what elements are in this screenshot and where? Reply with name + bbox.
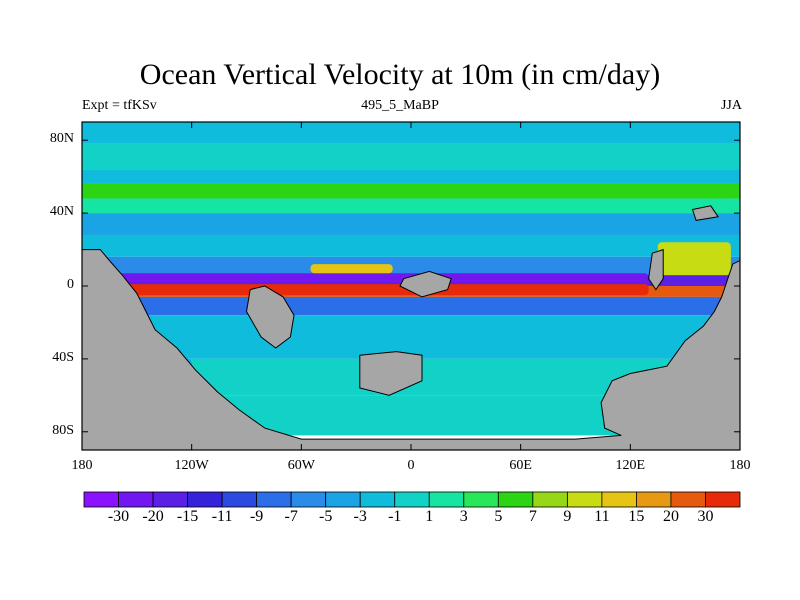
colorbar-label-14: 11 — [594, 508, 610, 525]
land-mass-5 — [691, 205, 719, 221]
velocity-band-0 — [82, 122, 740, 144]
colorbar-box-11 — [463, 491, 499, 508]
colorbar-box-7 — [325, 491, 361, 508]
run-label: 495_5_MaBP — [361, 98, 439, 113]
y-tick-label-4: 80S — [52, 422, 74, 438]
colorbar-box-17 — [670, 491, 706, 508]
velocity-feature-1 — [118, 273, 649, 283]
x-tick-label-1: 120W — [174, 458, 209, 473]
y-tick-label-1: 40N — [49, 204, 74, 220]
colorbar-box-9 — [394, 491, 430, 508]
velocity-band-4 — [82, 198, 740, 214]
colorbar-label-12: 7 — [528, 508, 537, 525]
land-mass-3 — [399, 270, 452, 298]
colorbar-label-8: -1 — [388, 508, 402, 525]
velocity-feature-0 — [118, 284, 649, 296]
colorbar-label-15: 15 — [628, 508, 645, 525]
colorbar-label-3: -11 — [211, 508, 233, 525]
colorbar-box-0 — [83, 491, 119, 508]
colorbar-label-10: 3 — [459, 508, 468, 525]
y-tick-label-0: 80N — [49, 131, 74, 147]
colorbar-box-6 — [290, 491, 327, 508]
experiment-label: Expt = tfKSv — [82, 98, 157, 113]
colorbar-box-12 — [497, 491, 534, 508]
velocity-feature-5 — [657, 242, 731, 276]
velocity-band-5 — [82, 213, 740, 235]
velocity-band-10 — [82, 296, 740, 316]
velocity-feature-4 — [85, 183, 737, 199]
colorbar-label-13: 9 — [563, 508, 572, 525]
colorbar-box-2 — [152, 491, 188, 508]
velocity-feature-2 — [310, 264, 393, 274]
colorbar-label-6: -5 — [319, 508, 333, 525]
land-mass-2 — [359, 351, 423, 396]
colorbar-label-11: 5 — [494, 508, 503, 525]
velocity-band-6 — [82, 234, 740, 257]
colorbar-box-4 — [221, 491, 258, 508]
velocity-band-7 — [82, 256, 740, 276]
colorbar-label-9: 1 — [425, 508, 434, 525]
colorbar-box-14 — [566, 491, 603, 508]
colorbar-label-0: -30 — [107, 508, 130, 525]
season-label: JJA — [720, 98, 742, 113]
colorbar-box-1 — [118, 491, 154, 508]
colorbar-label-7: -3 — [353, 508, 367, 525]
velocity-band-2 — [82, 169, 740, 184]
colorbar-label-2: -15 — [176, 508, 199, 525]
land-mass-0 — [82, 249, 740, 450]
colorbar-label-16: 20 — [662, 508, 679, 525]
colorbar-box-8 — [359, 491, 396, 508]
colorbar-box-15 — [601, 491, 637, 508]
colorbar-box-18 — [705, 491, 741, 508]
y-tick-label-3: 40S — [52, 349, 74, 365]
x-tick-label-4: 60E — [509, 458, 532, 473]
land-mass-4 — [648, 248, 664, 291]
chart-title: Ocean Vertical Velocity at 10m (in cm/da… — [139, 58, 661, 91]
colorbar-box-5 — [256, 491, 292, 508]
x-tick-label-5: 120E — [615, 458, 646, 473]
colorbar-label-1: -20 — [142, 508, 164, 525]
colorbar-label-5: -7 — [284, 508, 298, 525]
velocity-band-1 — [82, 143, 740, 170]
x-tick-label-3: 0 — [407, 458, 415, 473]
colorbar-label-4: -9 — [249, 508, 264, 525]
velocity-band-11 — [82, 315, 740, 359]
y-tick-label-2: 0 — [67, 277, 74, 292]
colorbar-box-13 — [532, 491, 568, 508]
colorbar-box-3 — [187, 491, 223, 508]
colorbar-box-10 — [428, 491, 465, 508]
x-tick-label-0: 180 — [71, 458, 93, 473]
x-tick-label-2: 60W — [287, 458, 315, 473]
land-mass-1 — [245, 285, 295, 349]
colorbar-label-17: 30 — [697, 508, 714, 525]
x-tick-label-6: 180 — [729, 458, 751, 473]
colorbar-box-16 — [636, 491, 672, 508]
